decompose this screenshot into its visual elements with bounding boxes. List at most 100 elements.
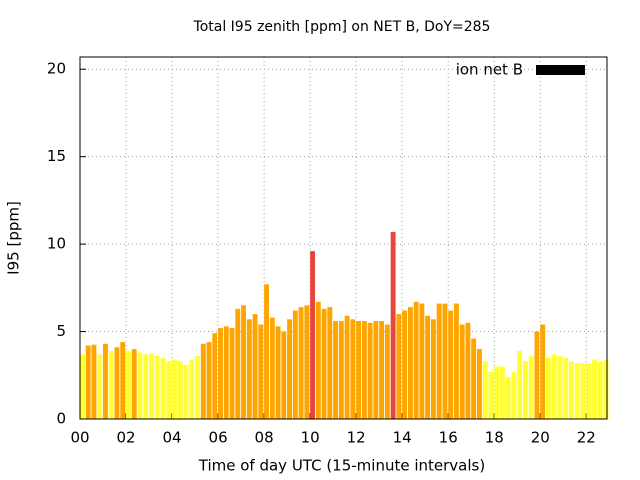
bar bbox=[396, 314, 402, 419]
bar bbox=[413, 301, 419, 419]
bar bbox=[149, 353, 154, 419]
bar bbox=[384, 324, 390, 419]
chart-title: Total I95 zenith [ppm] on NET B, DoY=285 bbox=[193, 19, 491, 35]
bar bbox=[488, 371, 494, 419]
bar bbox=[517, 350, 523, 419]
x-tick-label: 00 bbox=[70, 429, 89, 447]
legend-swatch bbox=[536, 65, 585, 75]
bar bbox=[402, 310, 408, 419]
bar bbox=[218, 328, 223, 419]
bar bbox=[603, 359, 609, 419]
bar bbox=[569, 361, 574, 419]
bar bbox=[292, 310, 298, 419]
y-tick-label: 20 bbox=[47, 60, 66, 78]
bar bbox=[206, 342, 212, 419]
bar bbox=[137, 352, 143, 419]
legend-label: ion net B bbox=[456, 61, 523, 79]
bar bbox=[131, 349, 137, 419]
bar bbox=[281, 331, 287, 419]
x-tick-label: 12 bbox=[347, 429, 366, 447]
bar bbox=[499, 366, 505, 419]
x-tick-label: 20 bbox=[531, 429, 550, 447]
bar bbox=[183, 364, 189, 419]
bar bbox=[120, 342, 126, 419]
bar bbox=[160, 357, 166, 419]
bar bbox=[425, 315, 431, 419]
x-tick-label: 06 bbox=[209, 429, 228, 447]
bar bbox=[275, 326, 281, 419]
bar bbox=[390, 231, 396, 419]
bar bbox=[597, 361, 603, 419]
y-tick-label: 0 bbox=[56, 410, 66, 428]
y-tick-label: 5 bbox=[56, 322, 66, 340]
bar bbox=[269, 317, 275, 419]
bar bbox=[430, 319, 436, 419]
x-tick-label: 08 bbox=[255, 429, 274, 447]
bar bbox=[143, 354, 149, 419]
bar bbox=[574, 363, 580, 419]
bar bbox=[344, 315, 350, 419]
bar bbox=[258, 324, 264, 419]
bar bbox=[212, 333, 218, 419]
bar bbox=[200, 343, 206, 419]
bar bbox=[540, 324, 546, 419]
bar bbox=[304, 305, 310, 419]
bar bbox=[80, 354, 85, 419]
bar bbox=[523, 361, 528, 419]
bar bbox=[436, 303, 442, 419]
bar bbox=[310, 251, 316, 419]
bar bbox=[103, 343, 108, 419]
bar bbox=[361, 321, 367, 419]
bar bbox=[126, 350, 131, 419]
bar bbox=[546, 357, 551, 419]
y-tick-label: 15 bbox=[47, 147, 66, 165]
bar bbox=[476, 349, 482, 419]
bar bbox=[177, 361, 183, 419]
plot-frame bbox=[79, 56, 608, 420]
bar bbox=[465, 322, 471, 419]
bar bbox=[114, 347, 120, 419]
bar bbox=[333, 321, 339, 419]
bar bbox=[419, 303, 425, 419]
bar bbox=[563, 357, 569, 419]
bar bbox=[315, 301, 321, 419]
x-tick-label: 18 bbox=[485, 429, 504, 447]
bar bbox=[229, 328, 235, 419]
bar bbox=[580, 363, 586, 419]
bar bbox=[367, 322, 373, 419]
x-tick-label: 22 bbox=[577, 429, 596, 447]
x-tick-label: 10 bbox=[301, 429, 320, 447]
bar bbox=[189, 359, 195, 419]
y-axis-label: I95 [ppm] bbox=[5, 201, 23, 275]
bar bbox=[448, 310, 454, 419]
bar bbox=[557, 356, 563, 419]
bar bbox=[511, 371, 517, 419]
bar bbox=[195, 356, 200, 419]
bar bbox=[528, 356, 534, 419]
bar bbox=[85, 345, 91, 419]
bar bbox=[356, 321, 362, 419]
bar bbox=[407, 307, 413, 419]
bar bbox=[91, 344, 97, 419]
x-tick-label: 04 bbox=[163, 429, 182, 447]
bar bbox=[551, 354, 557, 419]
x-axis-label: Time of day UTC (15-minute intervals) bbox=[198, 457, 485, 475]
x-tick-label: 14 bbox=[393, 429, 412, 447]
bar bbox=[453, 303, 459, 419]
bar bbox=[442, 303, 448, 419]
bar bbox=[350, 319, 356, 419]
bar bbox=[505, 377, 511, 419]
bar bbox=[321, 308, 327, 419]
bar bbox=[172, 359, 177, 419]
bar bbox=[97, 354, 103, 419]
bar bbox=[246, 319, 252, 419]
bar bbox=[471, 338, 477, 419]
bar bbox=[108, 350, 114, 419]
bar bbox=[494, 366, 500, 419]
bar bbox=[252, 314, 258, 419]
bar bbox=[338, 321, 344, 419]
x-tick-label: 16 bbox=[439, 429, 458, 447]
bar bbox=[241, 305, 246, 419]
x-tick-label: 02 bbox=[116, 429, 135, 447]
